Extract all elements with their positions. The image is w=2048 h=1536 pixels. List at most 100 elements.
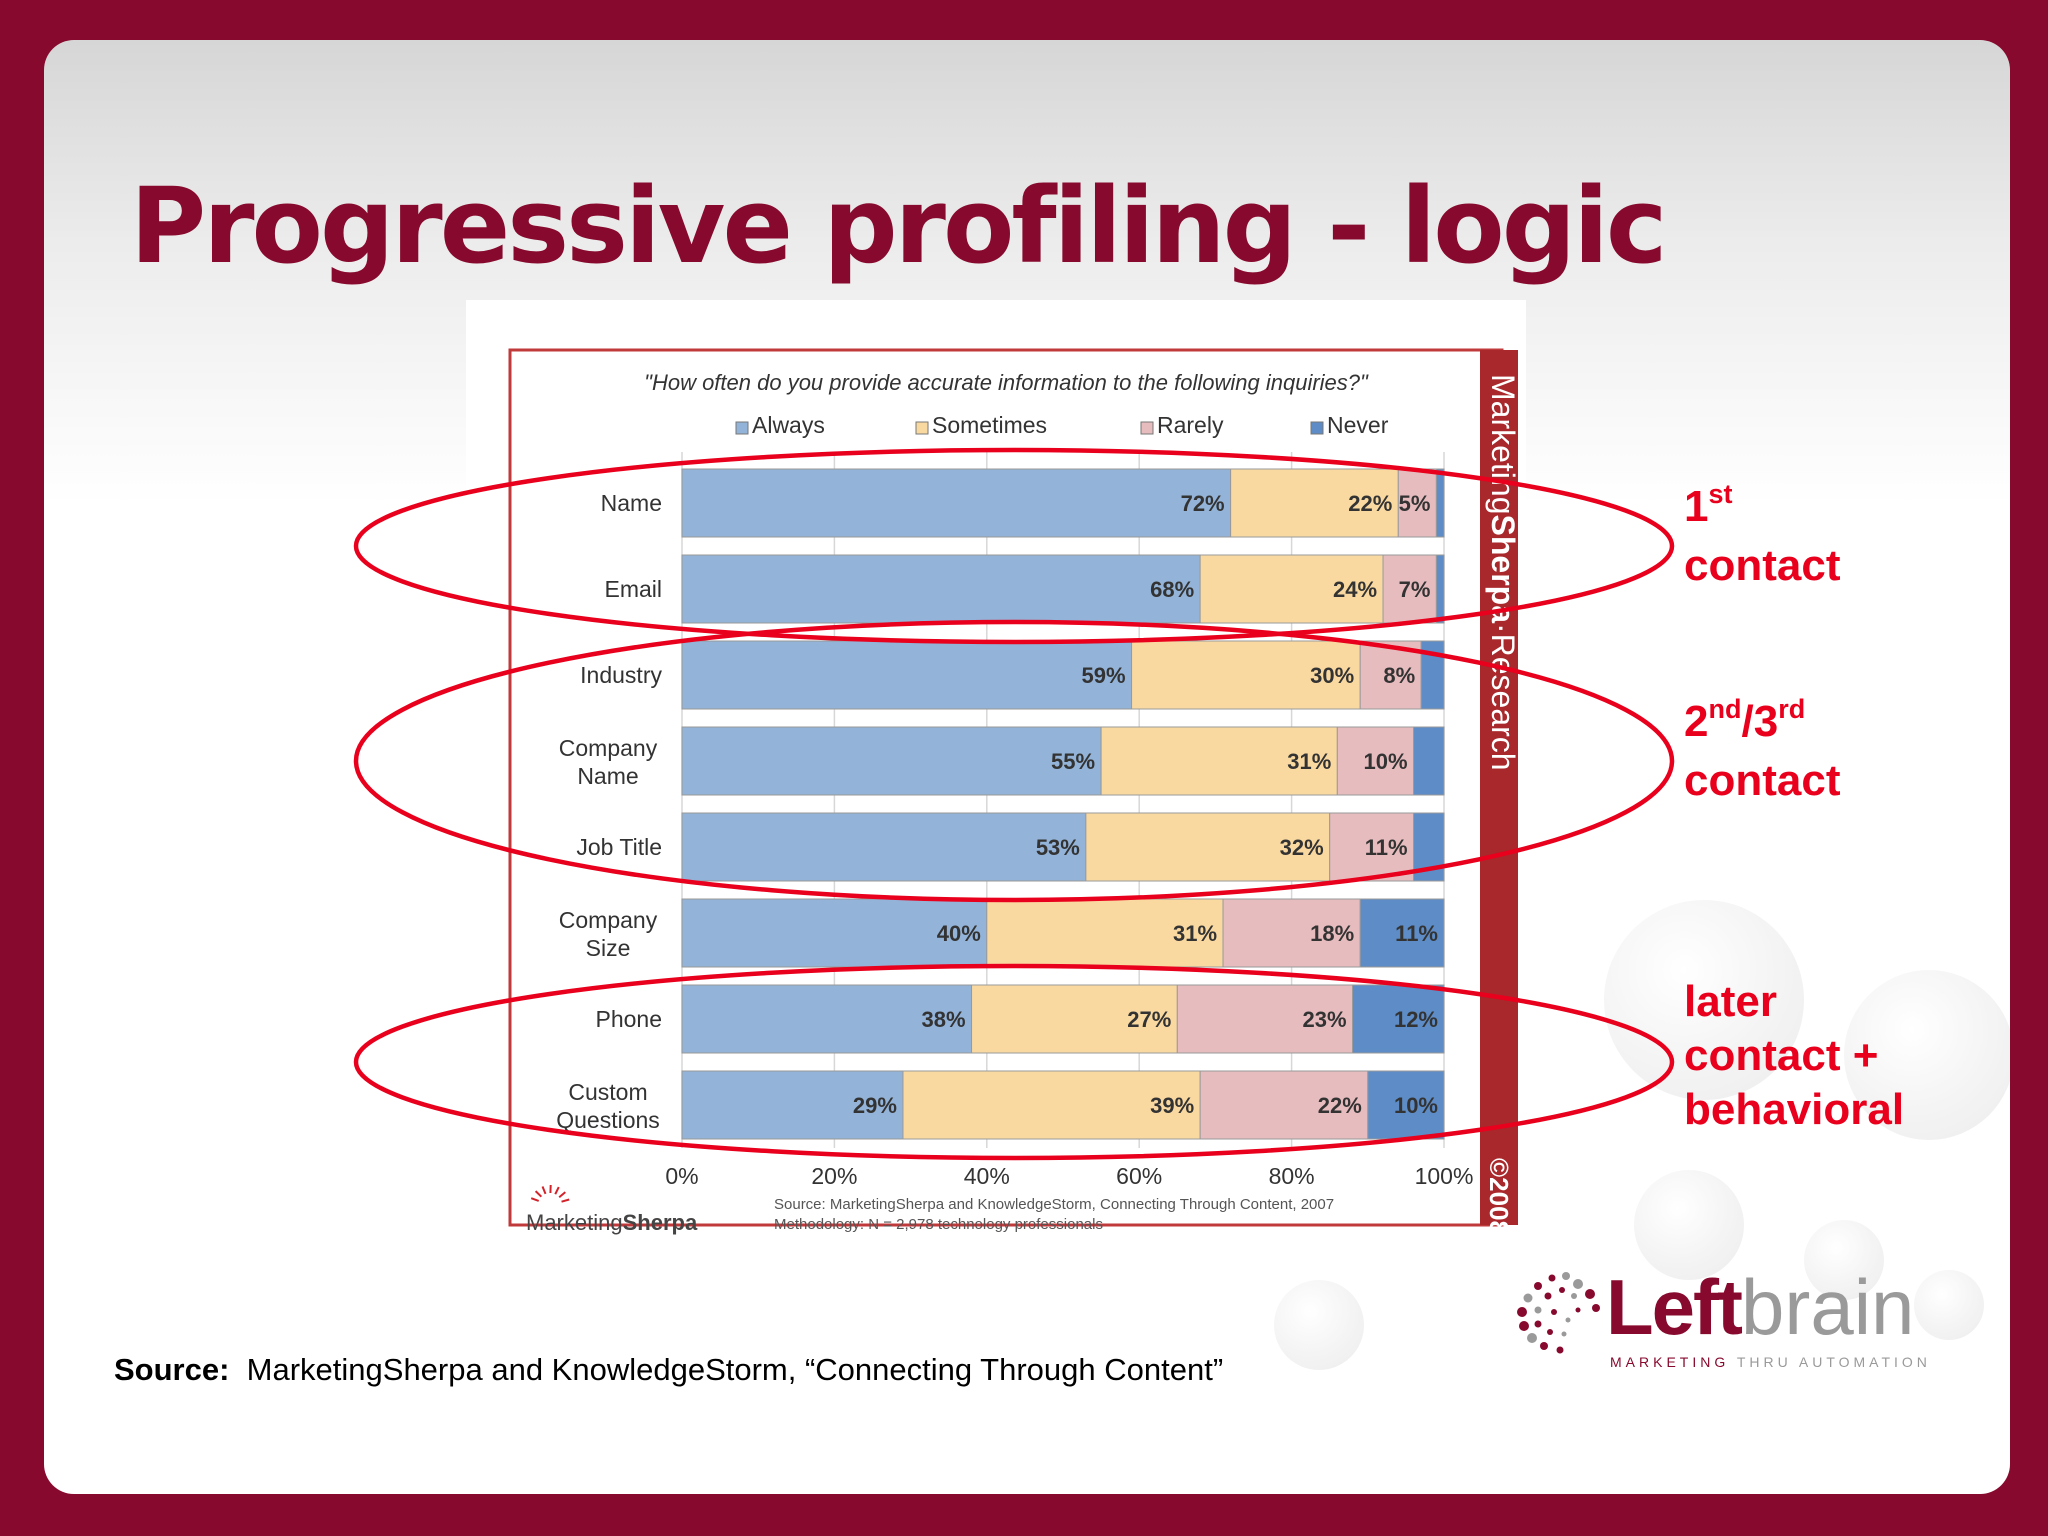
logo-dot	[1562, 1272, 1570, 1280]
chart-title: "How often do you provide accurate infor…	[644, 370, 1369, 395]
logo-dot	[1559, 1287, 1565, 1293]
slide	[44, 40, 2010, 1494]
annotation-ellipse-later-contact	[353, 963, 1675, 1161]
annotation-line: later	[1684, 975, 1904, 1029]
chart-panel: 0% 20% 40% 60% 80% 100% "How often do you prov…	[466, 300, 1526, 1240]
annotation-label-second-third-contact: 2nd/3rd contact	[1684, 694, 1841, 808]
bar-segment	[1413, 726, 1445, 796]
bar-segment	[1329, 812, 1415, 882]
bar-segment	[1382, 554, 1437, 624]
annotation-main: 1	[1684, 482, 1709, 531]
category-label: Name	[577, 763, 638, 789]
logo-dots-icon	[1517, 1272, 1600, 1354]
bar-segment	[1176, 984, 1354, 1054]
annotation-line: 2nd/3rd	[1684, 694, 1840, 754]
annotation-line: behavioral	[1684, 1085, 1905, 1134]
data-label: 8%	[1383, 663, 1415, 688]
logo-dot	[1523, 1293, 1533, 1303]
bar-segment	[1359, 898, 1445, 968]
sherpa-sun-ray	[534, 1190, 543, 1198]
logo-dot	[1544, 1292, 1552, 1300]
brand-sidebar	[1480, 350, 1518, 1225]
logo-dot	[1534, 1306, 1542, 1314]
source-label: Source:	[114, 1352, 230, 1387]
decor-bubble	[1844, 970, 2010, 1140]
legend-label: Never	[1327, 412, 1389, 438]
data-label: 22%	[1348, 491, 1392, 516]
annotation-sup: st	[1708, 479, 1733, 509]
legend-swatch	[1310, 421, 1324, 435]
brand-sidebar-text-part: Marketing	[1485, 374, 1521, 515]
logo-dot	[1561, 1331, 1567, 1337]
annotation-label-later-contact: later contact + behavioral	[1684, 975, 1904, 1137]
data-label: 22%	[1318, 1093, 1362, 1118]
sherpa-sun-ray	[554, 1186, 560, 1195]
annotation-ellipse-first-contact	[353, 447, 1675, 645]
bar-segment	[1367, 1070, 1445, 1140]
logo-tagline-b: THRU AUTOMATION	[1736, 1354, 1931, 1370]
sherpa-sun-ray	[530, 1197, 540, 1202]
sherpa-sun-ray	[561, 1198, 570, 1203]
brand-sidebar-text-part: Sherpa	[1485, 515, 1521, 624]
annotation-sup: nd	[1708, 694, 1742, 724]
source-text: MarketingSherpa and KnowledgeStorm, “Con…	[246, 1352, 1224, 1387]
data-label: 55%	[1051, 749, 1095, 774]
annotation-line: contact	[1684, 756, 1841, 805]
data-label: 31%	[1173, 921, 1217, 946]
category-label: Size	[586, 935, 631, 961]
legend-swatch	[915, 421, 929, 435]
bar-segment	[971, 984, 1178, 1054]
x-tick-label: 0%	[665, 1163, 698, 1189]
legend-swatch	[1140, 421, 1154, 435]
bar-segment	[1085, 812, 1331, 882]
data-label: 5%	[1399, 491, 1431, 516]
logo-dot	[1575, 1307, 1581, 1313]
bar-segment	[1435, 468, 1445, 538]
decor-bubble	[1634, 1170, 1744, 1280]
bar-segment	[681, 984, 973, 1054]
brand-sidebar-text-part: ·Research	[1485, 623, 1521, 771]
data-label: 40%	[937, 921, 981, 946]
annotation-ellipse-second-third-contact	[353, 619, 1675, 903]
data-label: 72%	[1181, 491, 1225, 516]
leftbrain-logo: Leftbrain MARKETING THRU AUTOMATION	[1508, 1262, 1928, 1402]
decor-bubble	[1914, 1270, 1984, 1340]
bar-segment	[1230, 468, 1399, 538]
sherpa-logo-part: Sherpa	[623, 1210, 698, 1235]
annotation-main: later	[1684, 977, 1777, 1026]
logo-dot	[1573, 1279, 1583, 1289]
x-tick-label: 60%	[1116, 1163, 1162, 1189]
logo-dot	[1534, 1320, 1542, 1328]
data-label: 30%	[1310, 663, 1354, 688]
data-label: 11%	[1395, 921, 1438, 946]
logo-tagline-a: MARKETING	[1610, 1354, 1730, 1370]
bar-segment	[1336, 726, 1415, 796]
data-label: 27%	[1127, 1007, 1171, 1032]
sherpa-logo-part: Marketing	[526, 1210, 623, 1235]
data-label: 12%	[1394, 1007, 1438, 1032]
bar-segment	[681, 1070, 904, 1140]
logo-dot	[1551, 1309, 1557, 1315]
category-label: Name	[601, 490, 662, 516]
legend-label: Always	[752, 412, 825, 438]
logo-dot	[1592, 1304, 1600, 1312]
logo-dot	[1519, 1321, 1529, 1331]
decor-bubble	[1804, 1220, 1884, 1300]
data-label: 10%	[1363, 749, 1407, 774]
bar-segment	[1420, 640, 1445, 710]
data-label: 10%	[1394, 1093, 1438, 1118]
category-label: Phone	[595, 1006, 662, 1032]
data-label: 68%	[1150, 577, 1194, 602]
category-label: Job Title	[576, 834, 662, 860]
stacked-bar-chart: 0% 20% 40% 60% 80% 100% "How often do you prov…	[508, 348, 1521, 1235]
data-label: 31%	[1287, 749, 1331, 774]
annotation-line: 1st	[1684, 479, 1840, 539]
logo-word-left: Left	[1606, 1263, 1743, 1351]
data-label: 18%	[1310, 921, 1354, 946]
bar-segment	[681, 898, 988, 968]
x-tick-label: 80%	[1269, 1163, 1315, 1189]
bar-segment	[1222, 898, 1361, 968]
bar-segment	[986, 898, 1224, 968]
bar-segment	[1435, 554, 1445, 624]
bar-segment	[1199, 554, 1384, 624]
